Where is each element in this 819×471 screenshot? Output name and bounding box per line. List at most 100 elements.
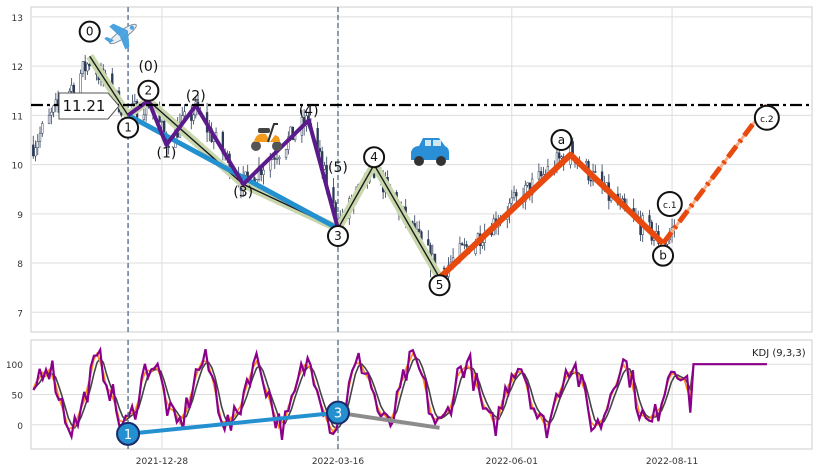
airplane-icon <box>104 23 137 50</box>
candle-down <box>273 157 276 160</box>
wave-label: c.1 <box>663 201 677 211</box>
x-tick-label: 2022-06-01 <box>486 457 538 467</box>
price-y-tick-label: 7 <box>17 309 23 319</box>
candle-up <box>481 242 484 246</box>
wave-label: 2 <box>145 84 153 98</box>
candle-up <box>244 171 247 176</box>
wave-label: a <box>558 133 565 147</box>
candle-up <box>510 197 513 204</box>
candle-up <box>262 169 265 175</box>
kdj-wave-label: 1 <box>124 428 132 443</box>
candle-up <box>142 114 146 120</box>
x-tick-label: 2022-03-16 <box>312 457 365 467</box>
candle-up <box>34 147 37 157</box>
candle-up <box>81 61 85 74</box>
subwave-label: (2) <box>186 89 206 105</box>
price-panel <box>30 6 813 333</box>
candle-up <box>526 182 529 186</box>
candle-down <box>515 192 518 197</box>
wave-label-circle <box>428 274 451 297</box>
kdj-wave-label: 3 <box>334 407 342 422</box>
candle-up <box>50 111 53 116</box>
wave-label: 1 <box>124 121 132 135</box>
candle-up <box>192 114 195 121</box>
candle-down <box>332 187 335 203</box>
price-y-tick-label: 13 <box>12 14 23 24</box>
candle-down <box>72 84 76 94</box>
price-y-tick-label: 9 <box>17 211 23 221</box>
kdj-y-tick-label: 0 <box>17 422 23 432</box>
wave-label: 4 <box>370 150 378 164</box>
wave-label: c.2 <box>760 115 774 125</box>
wave-label-circle <box>137 79 160 102</box>
candle-down <box>88 63 91 67</box>
candle-up <box>585 161 588 164</box>
kdj-wave-label-circle <box>325 400 350 425</box>
wave-label-circle <box>326 224 349 247</box>
car-icon <box>411 138 449 166</box>
kdj-legend: KDJ (9,3,3) <box>752 348 806 359</box>
candle-up <box>542 174 545 177</box>
wave-line-orange-projection <box>661 103 769 245</box>
candle-up <box>621 198 624 201</box>
kdj-wave-line <box>127 410 339 436</box>
wave-label: 3 <box>334 229 342 243</box>
kdj-wave-line-grey <box>337 410 440 430</box>
candle-down <box>32 144 35 157</box>
price-y-tick-label: 8 <box>17 260 23 270</box>
candle-down <box>442 267 446 270</box>
candle-down <box>318 148 322 152</box>
wave-label-circle <box>753 104 780 131</box>
x-tick-label: 2022-08-11 <box>646 457 698 467</box>
candle-down <box>427 239 430 246</box>
candle-up <box>36 141 39 148</box>
candle-down <box>539 171 543 177</box>
candle-up <box>133 101 136 104</box>
candle-down <box>558 152 561 159</box>
candle-up <box>183 111 186 116</box>
subwave-label: (3) <box>233 185 253 201</box>
kdj-y-tick-label: 100 <box>6 361 23 371</box>
price-y-tick-label: 10 <box>12 162 24 172</box>
subwave-label: (0) <box>138 59 158 75</box>
price-line-label: 11.21 <box>58 92 120 120</box>
subwave-label: (4) <box>299 103 319 119</box>
x-tick-label: 2021-12-28 <box>136 457 189 467</box>
candle-down <box>167 145 170 148</box>
price-y-tick-label: 12 <box>12 63 23 73</box>
kdj-y-tick-label: 50 <box>12 392 24 402</box>
wave-line-orange <box>437 151 666 280</box>
wave-label-circle <box>656 190 683 217</box>
candle-down <box>465 244 468 247</box>
candle-down <box>594 171 597 173</box>
candle-up <box>41 123 44 134</box>
wave-label: 5 <box>436 278 444 292</box>
candle-up <box>278 157 281 160</box>
candle-down <box>460 243 464 246</box>
candle-up <box>70 84 73 92</box>
scooter-icon <box>251 123 282 151</box>
candle-down <box>84 61 87 72</box>
subwave-label: (1) <box>157 145 177 161</box>
wave-label: b <box>659 249 667 263</box>
kdj-wave-label-circle <box>116 421 141 446</box>
candle-up <box>79 73 82 94</box>
subwave-label: (5) <box>328 160 348 176</box>
wave-label-circle <box>117 116 140 139</box>
wave-label-circle <box>78 20 101 43</box>
wave-label-circle <box>652 244 675 267</box>
candle-up <box>52 105 55 113</box>
candle-up <box>47 114 51 124</box>
price-y-tick-label: 11 <box>12 112 23 122</box>
candle-up <box>512 192 516 199</box>
wave-label: 0 <box>86 25 94 39</box>
kdj-j-line <box>32 346 767 441</box>
candle-up <box>284 149 288 158</box>
candle-down <box>418 228 421 233</box>
candle-down <box>648 215 651 223</box>
wave-label-circle <box>363 146 386 169</box>
candle-down <box>589 179 592 182</box>
candle-up <box>463 244 466 246</box>
